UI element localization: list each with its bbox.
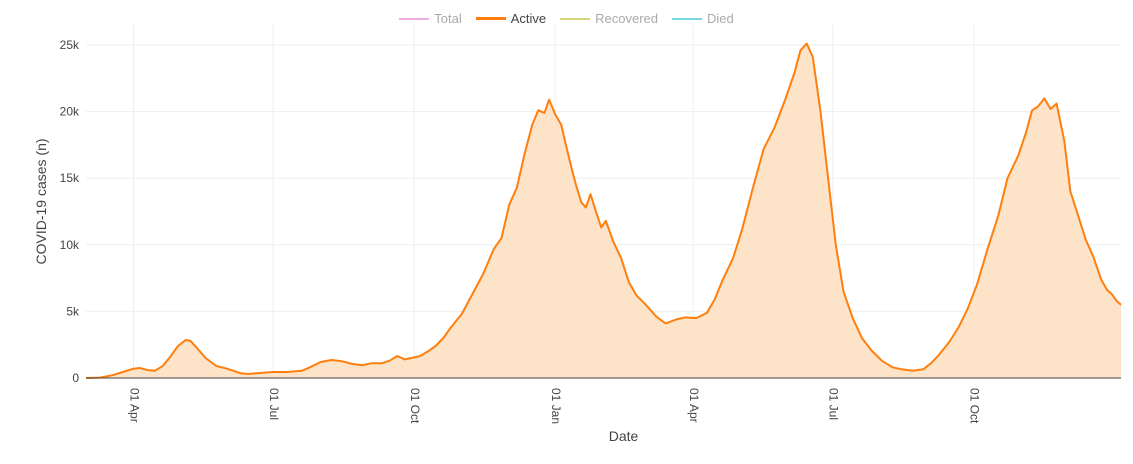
- series-area-active: [86, 43, 1121, 378]
- legend: Total Active Recovered Died: [0, 11, 1133, 26]
- x-axis-title: Date: [609, 428, 639, 444]
- legend-label: Active: [510, 11, 547, 26]
- legend-item-died[interactable]: Died: [672, 11, 734, 26]
- legend-item-recovered[interactable]: Recovered: [560, 11, 658, 26]
- legend-item-active[interactable]: Active: [475, 11, 547, 26]
- legend-swatch: [672, 17, 702, 20]
- legend-label: Recovered: [595, 11, 658, 26]
- legend-item-total[interactable]: Total: [399, 11, 462, 26]
- y-tick-label: 20k: [60, 105, 80, 119]
- y-tick-label: 15k: [60, 171, 80, 185]
- legend-label: Total: [434, 11, 462, 26]
- x-tick-label: 01 Jul: [267, 388, 281, 420]
- y-tick-label: 10k: [60, 238, 80, 252]
- x-tick-label: 01 Oct: [968, 388, 982, 424]
- series-line-active: [85, 42, 1122, 379]
- legend-swatch: [475, 17, 506, 20]
- x-tick-label: 01 Jan: [549, 388, 563, 424]
- legend-swatch: [560, 17, 591, 20]
- x-tick-label: 01 Jul: [827, 388, 841, 420]
- x-tick-label: 01 Oct: [408, 388, 422, 424]
- y-tick-label: 25k: [60, 38, 80, 52]
- legend-label: Died: [707, 11, 734, 26]
- y-tick-label: 0: [72, 371, 79, 385]
- y-tick-label: 5k: [66, 304, 80, 318]
- x-tick-label: 01 Apr: [687, 388, 701, 423]
- y-axis-title: COVID-19 cases (n): [33, 138, 49, 264]
- x-tick-label: 01 Apr: [127, 388, 141, 423]
- legend-swatch: [399, 17, 430, 20]
